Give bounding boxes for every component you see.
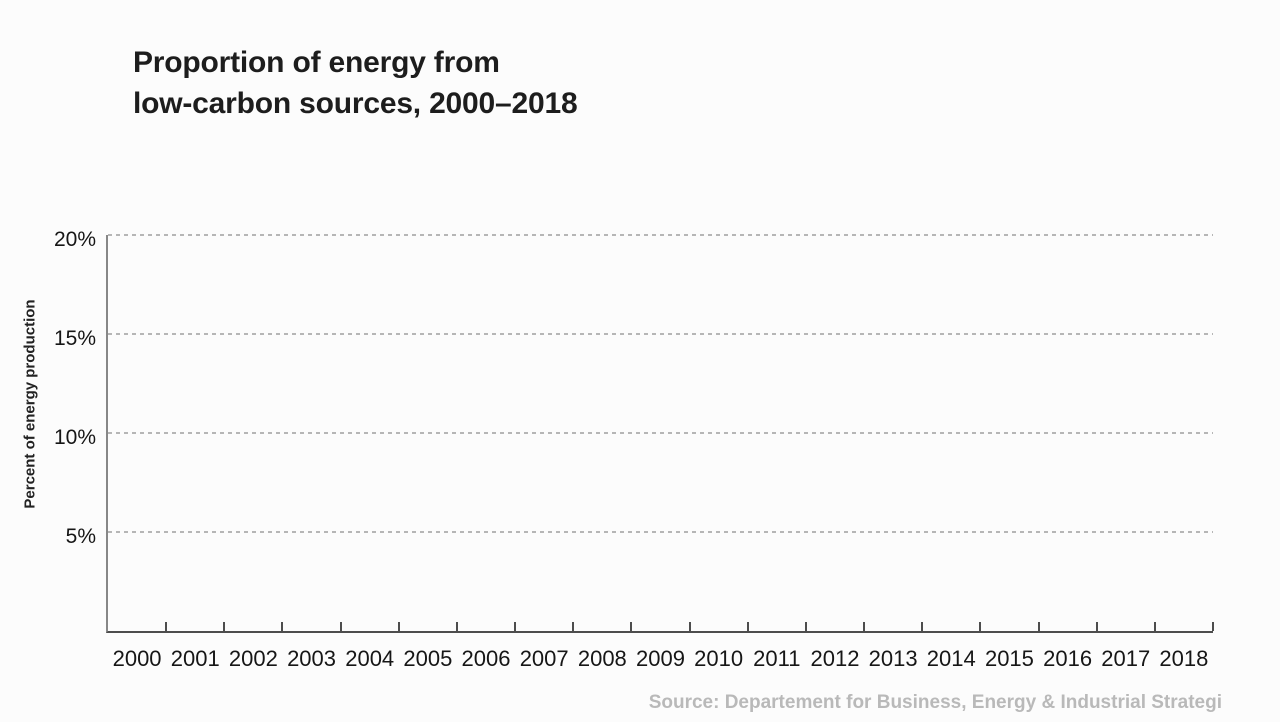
- x-tick-mark-10: [688, 622, 691, 631]
- x-tick-label-2009: 2009: [636, 646, 685, 671]
- y-tick-label-15: 15%: [53, 327, 96, 350]
- x-tick-label-2008: 2008: [577, 646, 627, 671]
- x-tick-mark-18: [1153, 622, 1156, 631]
- x-tick-label-2013: 2013: [868, 646, 918, 671]
- x-tick-mark-7: [514, 622, 517, 631]
- x-tick-mark-1: [165, 622, 168, 631]
- x-tick-mark-5: [397, 622, 400, 631]
- x-tick-label-2004: 2004: [345, 646, 395, 671]
- plot-area: 20% 15% 10% 5% 2000 2001 2002 2003 2004 2005 2006 2…: [54, 228, 1214, 671]
- x-tick-mark-12: [804, 622, 807, 631]
- x-tick-mark-3: [281, 622, 284, 631]
- x-tick-mark-14: [921, 622, 924, 631]
- x-tick-label-2018: 2018: [1159, 646, 1209, 671]
- x-tick-label-2002: 2002: [228, 646, 278, 671]
- gridline-20: [108, 234, 1213, 236]
- x-tick-label-2015: 2015: [984, 646, 1034, 671]
- x-tick-label-2014: 2014: [926, 646, 976, 671]
- x-tick-mark-19: [1212, 622, 1214, 631]
- x-tick-mark-16: [1037, 622, 1040, 631]
- x-tick-label-2010: 2010: [694, 646, 744, 671]
- x-tick-label-2017: 2017: [1101, 646, 1151, 671]
- y-tick-label-5: 5%: [65, 525, 96, 548]
- x-tick-label-2007: 2007: [519, 646, 569, 671]
- x-tick-mark-8: [572, 622, 575, 631]
- x-tick-label-2012: 2012: [810, 646, 860, 671]
- gridline-5: [108, 531, 1213, 533]
- x-tick-label-2005: 2005: [403, 646, 453, 671]
- x-tick-mark-11: [746, 622, 749, 631]
- y-axis-title: Percent of energy production: [21, 299, 39, 509]
- x-tick-label-2006: 2006: [461, 646, 511, 671]
- x-tick-mark-2: [223, 622, 226, 631]
- x-tick-mark-6: [455, 622, 458, 631]
- chart-title: Proportion of energy from low-carbon sou…: [133, 42, 578, 124]
- chart-title-line-2: low-carbon sources, 2000–2018: [133, 87, 578, 120]
- x-tick-mark-17: [1095, 622, 1098, 631]
- x-tick-mark-13: [863, 622, 866, 631]
- x-tick-label-2011: 2011: [753, 646, 801, 671]
- x-tick-mark-4: [339, 622, 342, 631]
- x-tick-label-2001: 2001: [170, 646, 220, 671]
- gridline-10: [108, 432, 1213, 434]
- x-tick-label-2000: 2000: [112, 646, 162, 671]
- y-tick-label-20: 20%: [53, 228, 96, 251]
- gridline-15: [108, 333, 1213, 335]
- source-note: Source: Departement for Business, Energy…: [648, 692, 1222, 713]
- x-tick-mark-15: [979, 622, 982, 631]
- chart-title-line-1: Proportion of energy from: [133, 46, 500, 79]
- x-tick-label-2003: 2003: [287, 646, 337, 671]
- x-tick-label-2016: 2016: [1043, 646, 1093, 671]
- y-tick-label-10: 10%: [53, 426, 96, 449]
- x-tick-mark-9: [630, 622, 633, 631]
